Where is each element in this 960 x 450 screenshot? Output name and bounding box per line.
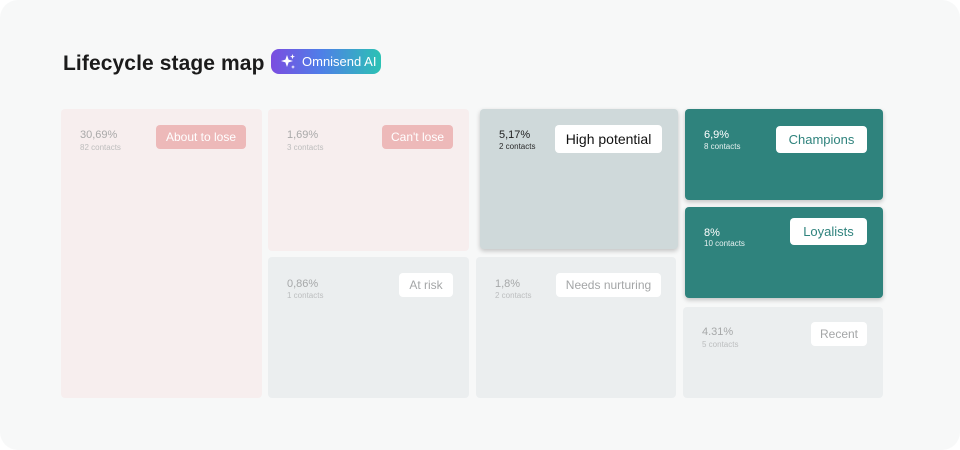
stage-percent: 5,17% [499, 129, 531, 141]
page-title: Lifecycle stage map [63, 52, 265, 75]
sparkle-icon [278, 52, 298, 72]
tile-at-risk[interactable]: 0,86% 1 contacts At risk [268, 257, 469, 398]
stage-percent: 6,9% [704, 129, 730, 141]
stage-percent: 1,8% [495, 278, 521, 290]
stage-label-at-risk: At risk [399, 273, 453, 297]
stage-label-about-to-lose: About to lose [156, 125, 246, 149]
tile-high-potential[interactable]: 5,17% 2 contacts High potential [480, 109, 678, 249]
stage-contacts: 2 contacts [495, 291, 532, 300]
stage-label-high-potential: High potential [555, 125, 662, 153]
stage-contacts: 2 contacts [499, 142, 536, 151]
stage-percent: 0,86% [287, 278, 319, 290]
stage-label-needs-nurturing: Needs nurturing [556, 273, 661, 297]
stage-label-cant-lose: Can't lose [382, 125, 453, 149]
tile-needs-nurturing[interactable]: 1,8% 2 contacts Needs nurturing [476, 257, 676, 398]
stage-percent: 1,69% [287, 129, 319, 141]
stage-contacts: 5 contacts [702, 340, 739, 349]
stage-label-champions: Champions [776, 126, 867, 153]
stage-percent: 8% [704, 227, 720, 239]
tile-recent[interactable]: 4.31% 5 contacts Recent [683, 307, 883, 398]
stage-contacts: 8 contacts [704, 142, 741, 151]
stage-contacts: 1 contacts [287, 291, 324, 300]
tile-champions[interactable]: 6,9% 8 contacts Champions [685, 109, 883, 200]
stage-contacts: 82 contacts [80, 143, 121, 152]
stage-contacts: 10 contacts [704, 239, 745, 248]
tile-cant-lose[interactable]: 1,69% 3 contacts Can't lose [268, 109, 469, 251]
tile-loyalists[interactable]: 8% 10 contacts Loyalists [685, 207, 883, 298]
tile-about-to-lose[interactable]: 30,69% 82 contacts About to lose [61, 109, 262, 398]
stage-contacts: 3 contacts [287, 143, 324, 152]
stage-label-recent: Recent [811, 322, 867, 346]
omnisend-ai-label: Omnisend AI [302, 54, 377, 69]
omnisend-ai-button[interactable]: Omnisend AI [271, 49, 381, 74]
stage-percent: 30,69% [80, 129, 118, 141]
stage-label-loyalists: Loyalists [790, 218, 867, 245]
stage-percent: 4.31% [702, 326, 734, 338]
